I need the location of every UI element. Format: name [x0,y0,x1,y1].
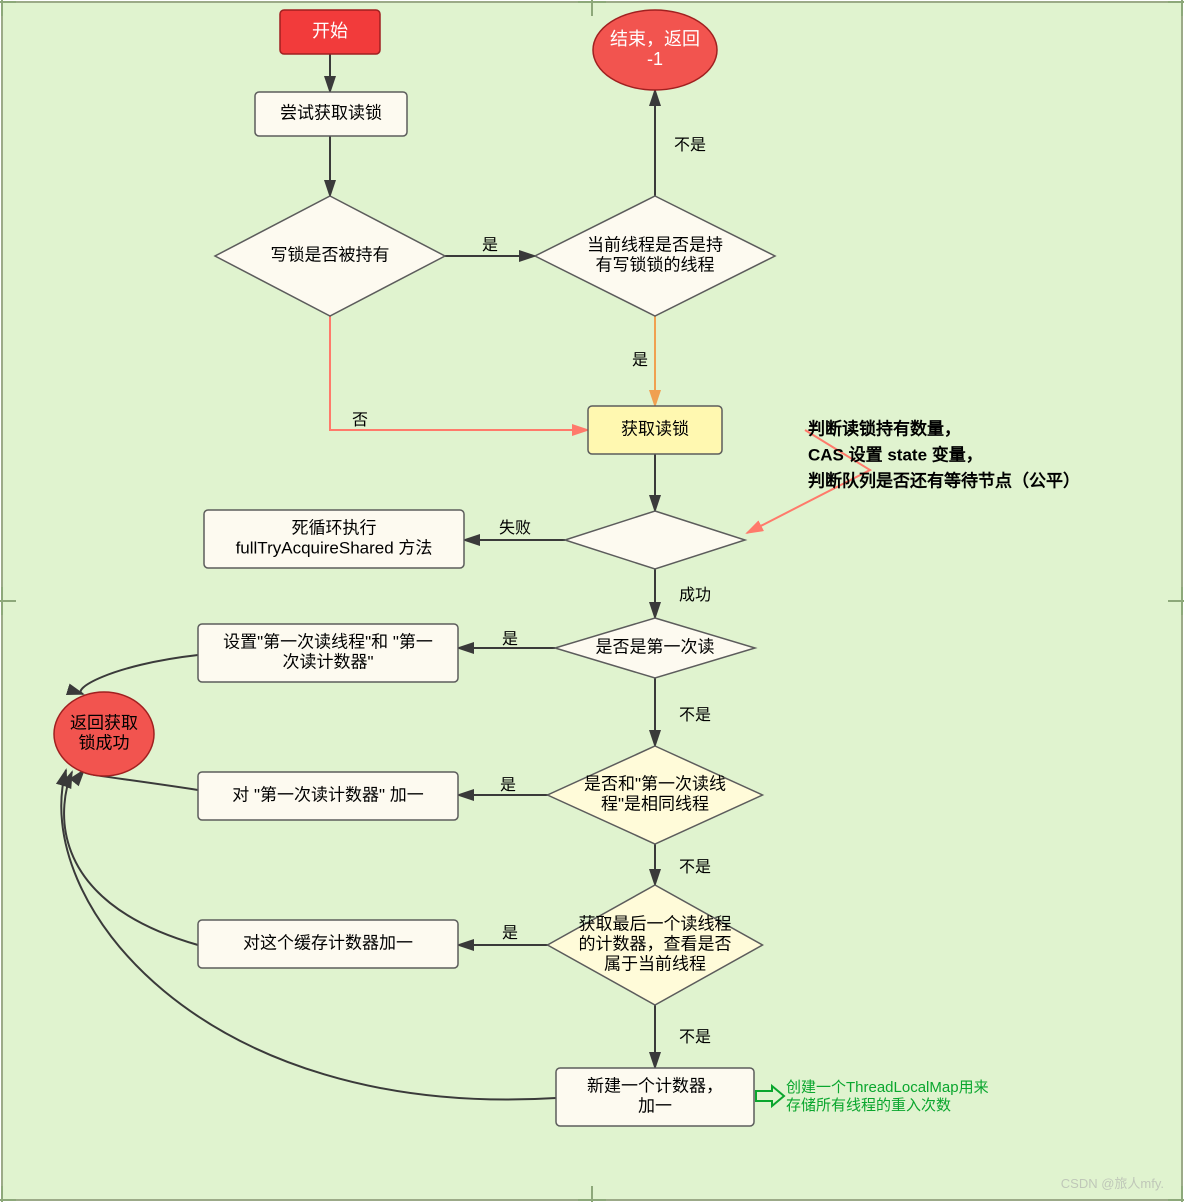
edge-label: 不是 [679,859,711,876]
edge-label: 是 [502,925,518,942]
node-text: 属于当前线程 [604,954,706,973]
node-text: 次读计数器" [282,652,373,671]
node-text: 加一 [638,1096,672,1115]
edge-label: 是 [632,352,648,369]
node-text: 获取最后一个读线程 [579,914,732,933]
edge-label: 是 [500,777,516,794]
node-text: 是否和"第一次读线 [584,774,726,793]
edge-label: 不是 [674,137,706,154]
edge-label: 是 [482,237,498,254]
node-text: 新建一个计数器， [587,1076,723,1095]
node-text: 结束，返回 [610,29,700,49]
node-text: 的计数器，查看是否 [579,934,732,953]
annotation-text: 创建一个ThreadLocalMap用来 [786,1079,989,1096]
edge-label: 成功 [679,586,711,604]
canvas-bg [2,2,1182,1200]
node-text: 程"是相同线程 [601,794,709,813]
edge-label: 不是 [679,707,711,724]
node-text: 获取读锁 [621,419,689,438]
node-text: -1 [647,49,663,69]
annotation-text: CAS 设置 state 变量， [808,444,983,464]
node-text: 设置"第一次读线程"和 "第一 [223,632,433,651]
node-text: 锁成功 [79,733,130,752]
annotation-text: 判断读锁持有数量， [808,418,961,438]
node-text: 写锁是否被持有 [271,245,390,264]
annotation-text: 存储所有线程的重入次数 [786,1097,951,1114]
node-text: 是否是第一次读 [596,637,715,656]
node-text: 有写锁锁的线程 [596,255,715,274]
node-text: 当前线程是否是持 [587,235,723,254]
edge-label: 否 [352,412,368,429]
watermark: CSDN @旅人mfy. [1061,1176,1164,1191]
node-text: fullTryAcquireShared 方法 [236,538,433,557]
node-text: 对这个缓存计数器加一 [243,933,413,952]
node-text: 返回获取 [70,713,138,732]
edge-label: 失败 [499,519,531,537]
edge-label: 不是 [679,1029,711,1046]
node-text: 对 "第一次读计数器" 加一 [232,785,424,804]
node-text: 尝试获取读锁 [280,103,382,122]
node-text: 开始 [312,21,348,41]
node-text: 死循环执行 [292,518,377,537]
annotation-text: 判断队列是否还有等待节点（公平） [808,470,1080,490]
edge-label: 是 [502,631,518,648]
